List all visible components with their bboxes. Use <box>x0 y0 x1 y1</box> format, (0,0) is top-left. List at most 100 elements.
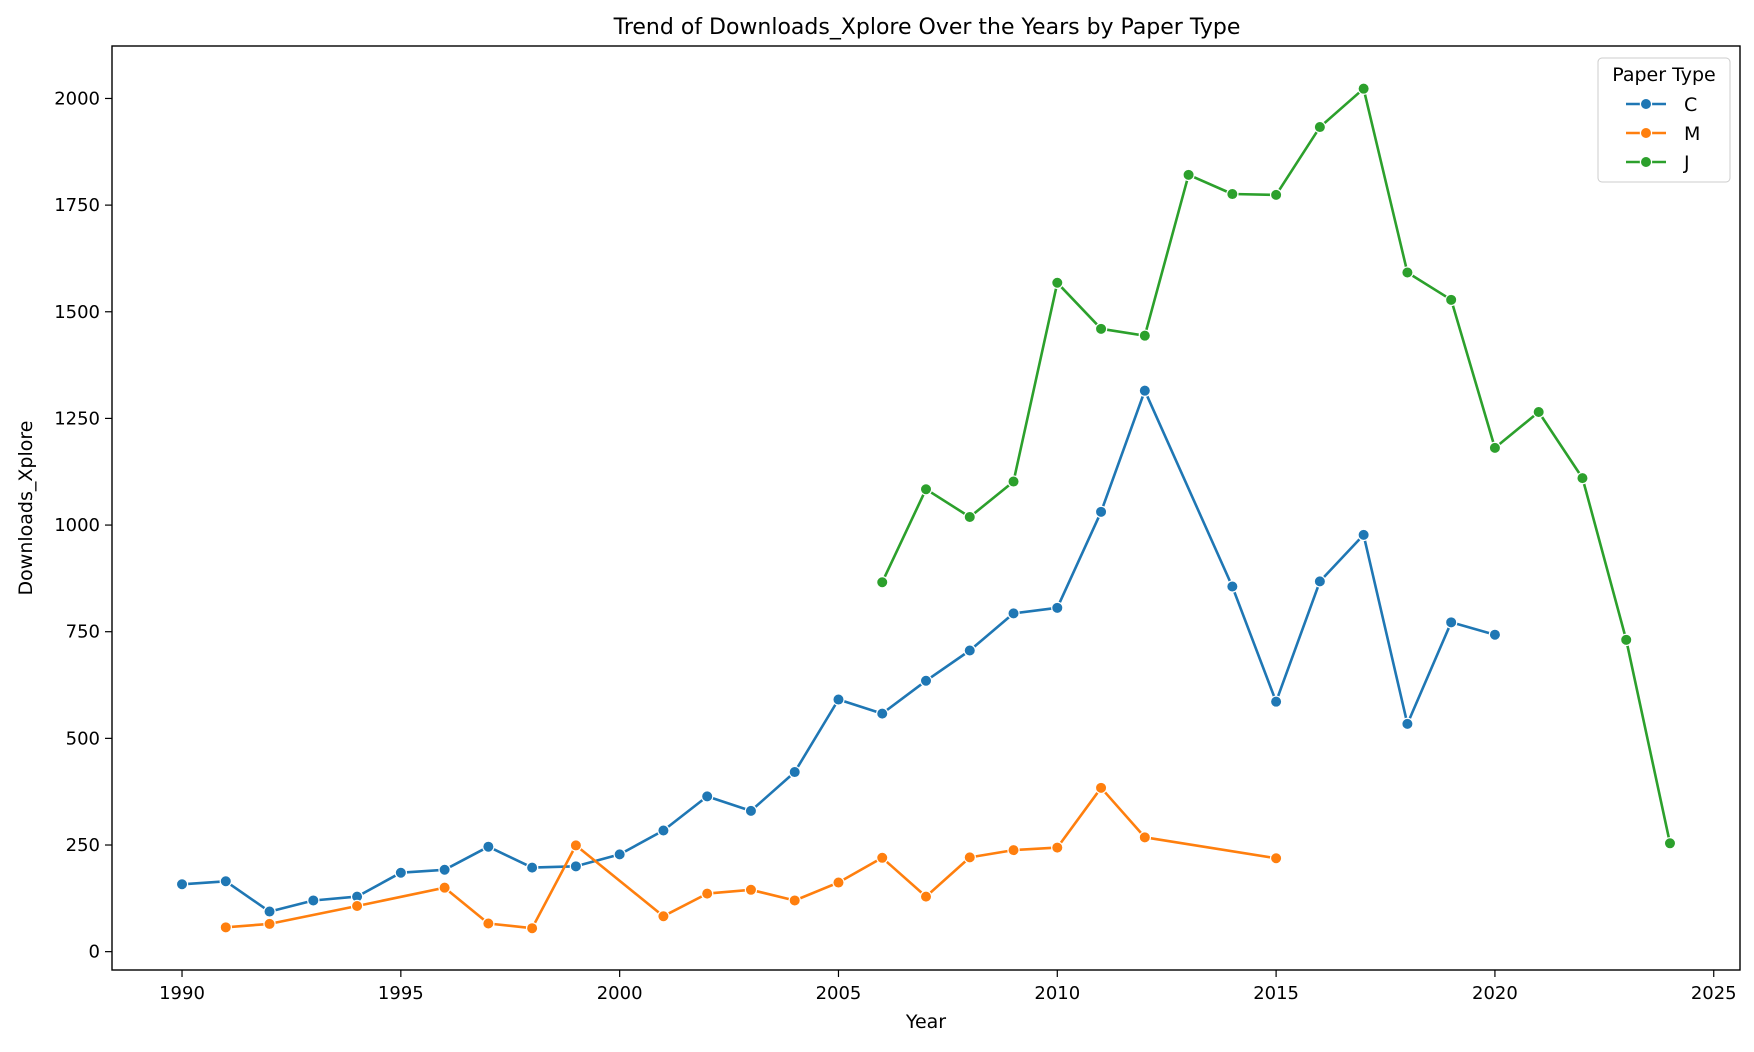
data-point-c <box>919 674 933 687</box>
y-axis: 0 250 500 750 1000 1250 1500 1750 2000 <box>54 88 112 963</box>
legend: Paper Type CMJ <box>1597 57 1731 183</box>
x-tick-label: 1990 <box>159 983 205 1004</box>
y-tick-label: 1250 <box>54 408 100 429</box>
legend-items: CMJ <box>1626 94 1700 174</box>
y-tick-label: 1500 <box>54 302 100 323</box>
data-point-c <box>876 707 889 720</box>
data-point-j <box>1313 120 1327 134</box>
x-tick-label: 1995 <box>378 983 424 1004</box>
data-point-m <box>1051 841 1064 854</box>
series-line-m <box>225 786 1277 930</box>
data-point-c <box>744 804 758 818</box>
data-point-j <box>1401 266 1414 279</box>
y-tick-label: 250 <box>66 835 100 856</box>
data-point-c <box>1269 695 1283 708</box>
data-point-c <box>219 875 232 888</box>
data-point-c <box>482 840 495 853</box>
data-point-c <box>307 894 320 907</box>
data-point-j <box>1182 168 1195 182</box>
data-point-m <box>219 921 232 934</box>
data-point-c <box>832 693 845 706</box>
data-point-c <box>263 905 276 918</box>
data-point-c <box>1357 528 1370 542</box>
legend-swatch-marker <box>1639 97 1653 111</box>
data-point-m <box>1269 852 1283 865</box>
data-point-m <box>700 887 714 900</box>
data-point-j <box>1532 405 1545 419</box>
data-point-j <box>1576 471 1589 485</box>
data-point-c <box>525 861 539 874</box>
data-point-j <box>876 576 889 589</box>
data-point-m <box>832 876 845 889</box>
series-line-j <box>881 87 1672 844</box>
data-point-j <box>1488 441 1502 455</box>
x-tick-label: 2000 <box>597 983 643 1004</box>
x-tick-label: 2025 <box>1691 983 1737 1004</box>
data-point-c <box>438 863 451 876</box>
data-point-c <box>1094 505 1108 519</box>
data-point-j <box>1620 633 1633 647</box>
legend-box <box>1597 57 1731 183</box>
data-point-m <box>744 883 758 897</box>
data-point-c <box>1007 607 1020 620</box>
y-tick-label: 500 <box>66 728 100 749</box>
data-point-c <box>788 765 801 779</box>
legend-swatch-marker <box>1639 155 1653 169</box>
x-tick-label: 2020 <box>1472 983 1518 1004</box>
data-point-c <box>700 790 714 803</box>
data-point-j <box>1226 187 1239 201</box>
data-point-c <box>1488 628 1502 641</box>
x-axis: 1990 1995 2000 2005 2010 2015 2020 2025 <box>159 970 1737 1004</box>
data-point-j <box>919 483 933 496</box>
y-tick-label: 1000 <box>54 515 100 536</box>
data-point-c <box>1401 717 1414 731</box>
data-point-m <box>438 881 451 894</box>
data-point-j <box>1444 293 1458 307</box>
legend-label-c: C <box>1684 94 1697 116</box>
data-point-c <box>963 644 976 657</box>
data-point-c <box>394 866 408 879</box>
data-point-j <box>1138 329 1152 342</box>
data-point-m <box>788 894 801 907</box>
y-tick-label: 0 <box>89 942 100 963</box>
legend-label-j: J <box>1683 152 1690 174</box>
data-point-m <box>657 910 670 923</box>
data-point-m <box>919 890 933 903</box>
data-point-j <box>1051 276 1064 289</box>
y-tick-label: 750 <box>66 622 100 643</box>
data-point-c <box>569 860 583 873</box>
data-point-c <box>1138 384 1152 397</box>
data-point-j <box>1357 82 1370 95</box>
y-tick-label: 2000 <box>54 88 100 109</box>
data-point-m <box>1138 831 1152 844</box>
data-point-j <box>1007 475 1020 488</box>
legend-label-m: M <box>1684 123 1700 145</box>
plot-area <box>111 45 1741 971</box>
data-point-m <box>350 899 364 913</box>
data-point-c <box>1444 616 1458 629</box>
data-point-c <box>657 824 670 837</box>
y-tick-label: 1750 <box>54 195 100 216</box>
data-point-m <box>963 851 976 864</box>
legend-title: Paper Type <box>1612 64 1716 86</box>
data-point-j <box>1663 837 1677 850</box>
data-point-m <box>1007 843 1020 857</box>
data-point-m <box>525 921 539 935</box>
data-point-j <box>1094 322 1108 336</box>
legend-swatch-marker <box>1639 126 1653 140</box>
data-point-m <box>569 839 583 852</box>
data-point-m <box>876 851 889 865</box>
data-point-c <box>175 878 189 891</box>
data-point-c <box>1226 580 1239 593</box>
chart-title: Trend of Downloads_Xplore Over the Years… <box>613 15 1241 40</box>
data-point-c <box>1313 575 1327 588</box>
data-point-m <box>1094 781 1108 795</box>
x-tick-label: 2010 <box>1034 983 1080 1004</box>
series-line-c <box>181 389 1496 913</box>
x-tick-label: 2005 <box>816 983 862 1004</box>
data-point-c <box>613 848 626 861</box>
data-point-m <box>263 917 276 931</box>
data-point-j <box>963 510 976 524</box>
